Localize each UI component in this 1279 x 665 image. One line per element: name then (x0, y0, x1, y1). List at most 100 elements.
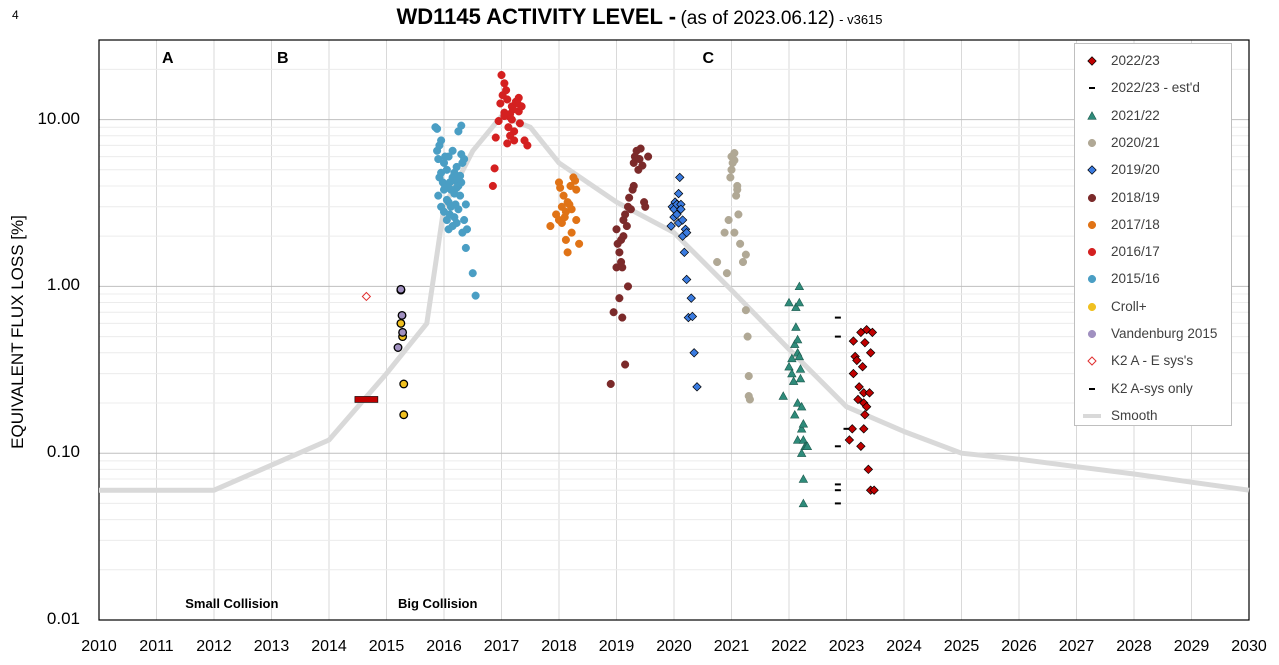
point-2018-19 (621, 210, 630, 219)
point-2017-18 (572, 215, 581, 225)
point-2016-17 (523, 141, 532, 150)
point-2019-20 (673, 188, 684, 199)
point-2020-21 (726, 173, 735, 182)
point-2021-22 (798, 419, 809, 428)
point-2019-20 (687, 311, 698, 322)
title-main: WD1145 ACTIVITY LEVEL - (396, 4, 677, 29)
point-2020-21 (743, 332, 752, 341)
point-2015-16 (457, 121, 466, 130)
legend-item: 2022/23 - est'd (1075, 77, 1231, 104)
point-2020-21 (745, 395, 754, 404)
series-2020-21 (713, 149, 754, 404)
point-2018-19 (615, 248, 624, 257)
legend-marker-shape (1087, 329, 1097, 339)
point-k2-a-e-sys-s (361, 291, 372, 302)
point-2020-21 (733, 185, 742, 194)
point-2020-21 (734, 210, 743, 219)
point-2015-16 (452, 218, 461, 228)
point-2022-23 (852, 355, 862, 366)
legend-label: K2 A - E sys's (1111, 353, 1194, 369)
legend-item: K2 A-sys only (1075, 378, 1231, 405)
point-2017-18 (561, 235, 570, 244)
point-2015-16 (468, 269, 477, 278)
point-2016-17 (504, 123, 513, 132)
point-2021-22 (792, 435, 803, 444)
legend-label: K2 A-sys only (1111, 380, 1193, 396)
point-2020-21 (736, 239, 745, 248)
point-2017-18 (575, 239, 584, 248)
point-2016-17 (496, 99, 505, 108)
legend-marker-shape (1087, 275, 1097, 284)
point-2015-16 (461, 200, 470, 209)
point-2018-19 (606, 379, 615, 389)
x-tick-label: 2013 (253, 638, 290, 655)
point-2016-17 (502, 86, 511, 95)
point-2019-20 (677, 215, 688, 225)
point-2015-16 (456, 191, 465, 200)
point-2022-23 (867, 327, 878, 338)
point-2018-19 (618, 263, 627, 272)
series-k2-a-e-sys-s (361, 291, 372, 302)
point-2018-19 (625, 193, 634, 202)
point-2020-21 (722, 269, 731, 278)
point-2020-21 (730, 156, 739, 165)
point-2015-16 (433, 124, 442, 133)
point-2016-17 (510, 127, 519, 136)
smooth-curve (99, 113, 1250, 493)
legend-marker (1089, 387, 1095, 390)
legend-label: 2018/19 (1111, 189, 1160, 205)
plot-frame (98, 39, 1250, 621)
point-2015-16 (437, 136, 446, 145)
point-2018-19 (626, 205, 635, 214)
point-2016-17 (506, 109, 515, 119)
point-2022-23 (861, 402, 872, 412)
point-croll (399, 410, 409, 420)
point-2016-17 (494, 116, 503, 126)
point-2020-21 (744, 372, 753, 381)
point-2021-22 (802, 441, 813, 450)
x-tick-label: 2011 (139, 638, 174, 655)
point-2016-17 (488, 181, 497, 191)
legend-item: Croll+ (1075, 296, 1231, 323)
region-label: C (702, 50, 715, 67)
corner-number: 4 (12, 8, 19, 22)
legend-label: 2015/16 (1111, 271, 1160, 287)
point-2015-16 (460, 215, 469, 225)
point-2017-18 (563, 248, 572, 257)
legend-marker-shape (1087, 165, 1097, 175)
x-tick-label: 2027 (1058, 638, 1095, 655)
legend-label: Vandenburg 2015 (1111, 326, 1218, 341)
x-tick-label: 2025 (943, 638, 980, 655)
legend-marker-shape (1087, 193, 1097, 202)
legend-marker (1087, 356, 1097, 367)
legend-item: Vandenburg 2015 (1075, 323, 1231, 350)
point-2016-17 (490, 164, 499, 173)
point-2015-16 (460, 154, 469, 164)
legend-marker (1087, 193, 1097, 202)
legend-label: Croll+ (1111, 298, 1147, 314)
point-2019-20 (692, 382, 702, 392)
legend-label: Smooth (1111, 407, 1158, 423)
point-2018-19 (619, 232, 628, 241)
annotation-label: Big Collision (398, 596, 478, 611)
point-2020-21 (741, 250, 750, 259)
point-2018-19 (612, 225, 621, 234)
series-2022-23-est-d (834, 316, 850, 505)
legend-label: 2020/21 (1111, 134, 1160, 150)
legend-marker (1087, 248, 1097, 257)
point-2015-16 (471, 291, 480, 300)
chart-title: WD1145 ACTIVITY LEVEL - (as of 2023.06.1… (0, 4, 1279, 30)
point-2018-19 (636, 144, 645, 153)
point-2022-23 (860, 337, 870, 348)
x-tick-label: 2023 (828, 638, 865, 655)
point-2022-23 (847, 424, 857, 434)
point-2016-17 (497, 70, 506, 80)
point-2019-20 (679, 247, 690, 258)
legend-marker-shape (1087, 110, 1097, 120)
point-2021-22 (787, 353, 797, 363)
point-2021-22 (792, 334, 803, 344)
point-2021-22 (794, 281, 805, 291)
legend-item: 2015/16 (1075, 268, 1231, 295)
legend-item: 2017/18 (1075, 214, 1231, 241)
point-2021-22 (798, 498, 809, 508)
